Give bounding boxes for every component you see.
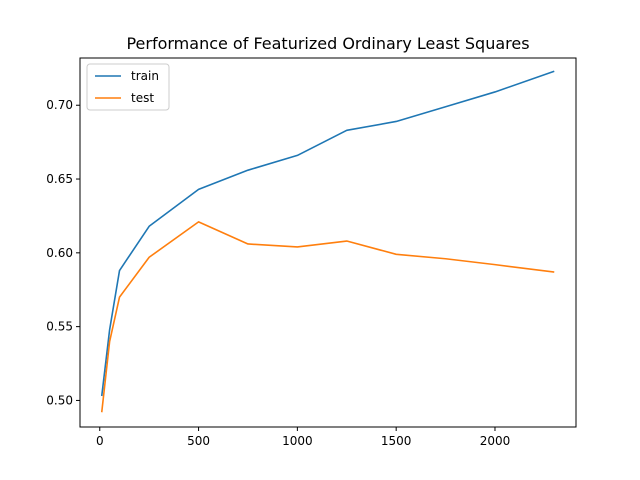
legend-label-test: test	[131, 91, 154, 105]
chart-title: Performance of Featurized Ordinary Least…	[126, 34, 529, 53]
series-line-train	[100, 70, 555, 397]
y-tick-label: 0.50	[46, 393, 73, 407]
x-tick-label: 1500	[381, 434, 412, 448]
legend-label-train: train	[131, 69, 159, 83]
x-tick-label: 500	[187, 434, 210, 448]
y-axis: 0.50 0.55 0.60 0.65 0.70	[46, 98, 80, 407]
y-tick-label: 0.60	[46, 246, 73, 260]
y-tick-label: 0.65	[46, 172, 73, 186]
x-tick-label: 1000	[282, 434, 313, 448]
y-tick-label: 0.70	[46, 98, 73, 112]
legend: train test	[86, 63, 170, 111]
axes-frame	[79, 57, 577, 428]
y-tick-label: 0.55	[46, 320, 73, 334]
series-line-test	[100, 221, 555, 413]
plot-area	[100, 70, 555, 413]
x-tick-label: 0	[96, 434, 104, 448]
x-axis: 0 500 1000 1500 2000	[96, 427, 510, 448]
x-tick-label: 2000	[480, 434, 511, 448]
